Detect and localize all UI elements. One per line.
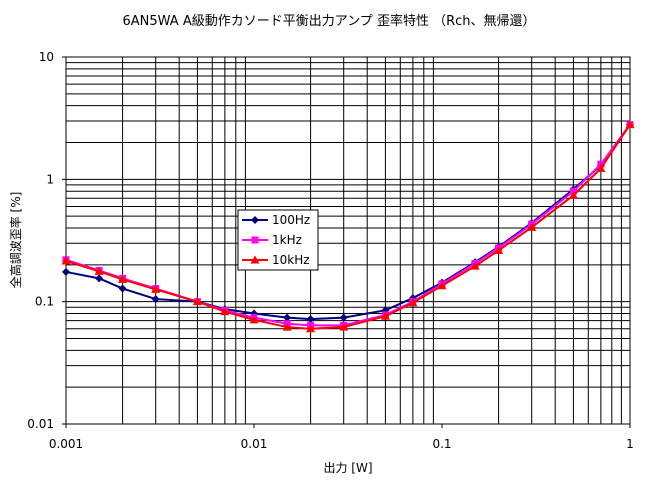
data-point-100hz (151, 295, 160, 304)
data-point-10khz (494, 245, 504, 254)
series-layer (61, 120, 635, 333)
x-tick-label: 0.01 (241, 437, 268, 451)
x-tick-label: 1 (626, 437, 634, 451)
x-axis-ticks: 0.001 0.01 0.1 1 (49, 424, 634, 451)
data-point-100hz (306, 315, 315, 324)
legend: 100Hz 1kHz 10kHz (237, 209, 319, 271)
data-point-10khz (596, 163, 606, 172)
y-axis-ticks: 10 1 0.1 0.01 (27, 50, 66, 431)
data-point-10khz (568, 190, 578, 199)
data-point-10khz (220, 307, 230, 316)
data-point-10khz (470, 261, 480, 270)
data-point-10khz (192, 297, 202, 306)
legend-label-10khz: 10kHz (272, 253, 310, 267)
y-tick-label: 10 (39, 50, 54, 64)
data-point-10khz (61, 256, 71, 265)
data-point-100hz (118, 284, 127, 293)
plot-border (65, 56, 631, 425)
data-point-10khz (151, 284, 161, 293)
legend-marker-1khz (251, 236, 259, 244)
y-tick-label: 0.1 (35, 295, 54, 309)
data-point-10khz (527, 222, 537, 231)
data-point-10khz (94, 266, 104, 275)
data-point-10khz (437, 281, 447, 290)
data-point-10khz (408, 298, 418, 307)
legend-marker-100hz (251, 216, 259, 224)
y-axis-label: 全高調波歪率 [%] (8, 192, 23, 289)
legend-marker-10khz (250, 255, 260, 264)
x-tick-label: 0.001 (49, 437, 83, 451)
chart-title: 6AN5WA A級動作カソード平衡出力アンプ 歪率特性 （Rch、無帰還） (122, 14, 536, 29)
y-tick-label: 0.01 (27, 417, 54, 431)
data-point-10khz (339, 322, 349, 331)
data-point-10khz (249, 315, 259, 324)
grid (66, 57, 630, 425)
data-point-10khz (118, 274, 128, 283)
legend-label-1khz: 1kHz (272, 233, 302, 247)
data-point-10khz (282, 322, 292, 331)
data-point-100hz (62, 267, 70, 276)
x-axis-label: 出力 [W] (323, 461, 372, 475)
y-tick-label: 1 (46, 172, 54, 186)
plot-area (66, 57, 630, 424)
data-point-10khz (306, 324, 316, 333)
legend-label-100hz: 100Hz (272, 213, 310, 227)
data-point-100hz (95, 274, 104, 283)
series-10khz (61, 120, 635, 333)
data-point-100hz (339, 313, 348, 322)
data-point-100hz (283, 313, 292, 322)
data-point-10khz (625, 120, 635, 129)
x-tick-label: 0.1 (432, 437, 451, 451)
data-point-10khz (380, 311, 390, 320)
